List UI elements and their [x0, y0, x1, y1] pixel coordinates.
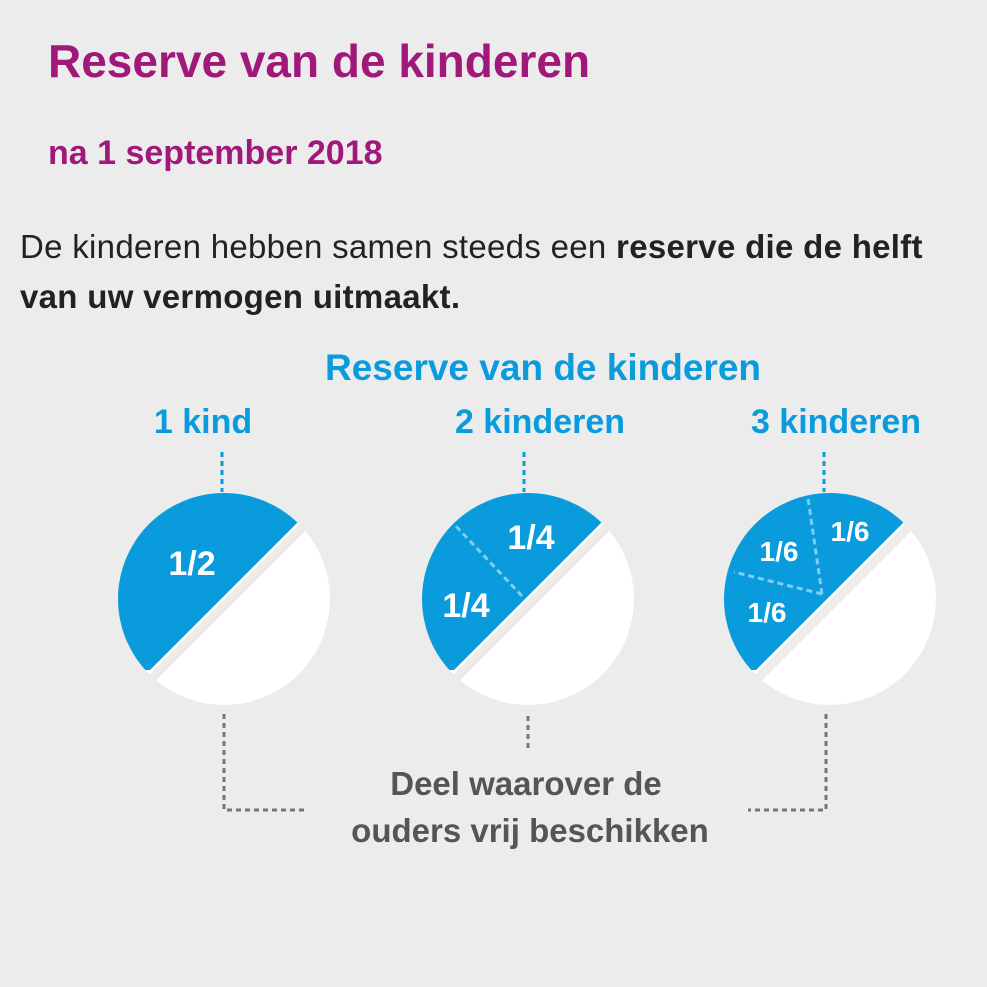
slice-divider-3b	[733, 570, 823, 596]
slice-label-1-1: 1/2	[168, 545, 215, 583]
pie-divider-2	[440, 506, 628, 694]
group-label-3: 3 kinderen	[751, 403, 921, 441]
slice-label-3-3: 1/6	[748, 597, 787, 628]
slice-label-3-2: 1/6	[760, 536, 799, 567]
intro-bold: reserve die de helft van uw vermogen uit…	[20, 228, 923, 315]
slice-label-2-2: 1/4	[442, 587, 489, 625]
group-label-1: 1 kind	[154, 403, 252, 441]
group-label-2: 2 kinderen	[455, 403, 625, 441]
diagram-heading: Reserve van de kinderen	[325, 347, 761, 388]
group-3-kinderen: 3 kinderen 1/6 1/6 1/6	[724, 403, 936, 705]
slice-label-3-1: 1/6	[831, 516, 870, 547]
slice-divider-3a	[806, 497, 824, 595]
pie-divider-1	[136, 506, 324, 694]
intro-text: De kinderen hebben samen steeds een rese…	[20, 222, 970, 322]
free-part-label-line2: ouders vrij beschikken	[351, 812, 709, 849]
free-part-label-line1: Deel waarover de	[390, 765, 661, 802]
group-2-kinderen: 2 kinderen 1/4 1/4	[422, 403, 634, 705]
pie-divider-3	[742, 506, 930, 694]
free-part-connector-left	[222, 714, 304, 812]
slice-label-2-1: 1/4	[507, 519, 554, 557]
slice-divider-2	[450, 520, 524, 598]
page-subtitle: na 1 september 2018	[48, 134, 383, 172]
group-1-kind: 1 kind 1/2	[118, 403, 330, 705]
free-part-connector-right	[748, 714, 828, 812]
page-title: Reserve van de kinderen	[48, 35, 591, 87]
intro-regular: De kinderen hebben samen steeds een	[20, 228, 617, 265]
